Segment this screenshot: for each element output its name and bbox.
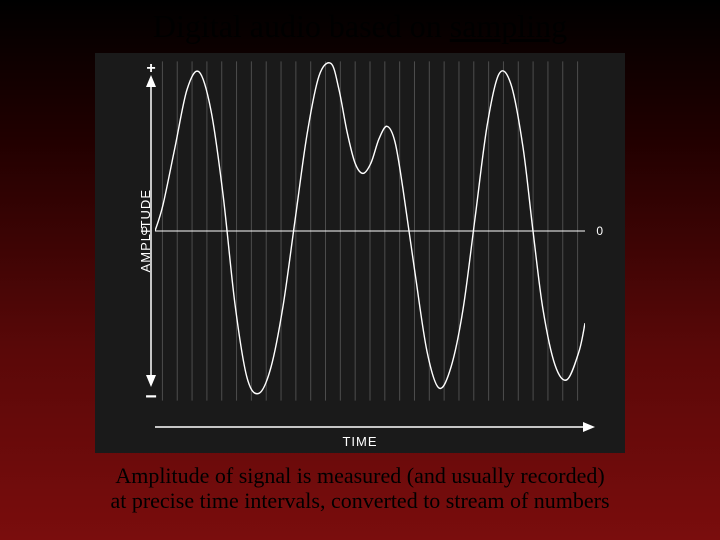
plot-svg [155, 53, 585, 409]
slide-caption: Amplitude of signal is measured (and usu… [0, 453, 720, 514]
slide-title: Digital audio based on sampling [0, 0, 720, 49]
title-underlined: sampling [450, 8, 567, 44]
title-prefix: Digital audio based on [153, 8, 450, 44]
zero-label-right: 0 [596, 224, 603, 238]
zero-label-left: 0 [141, 224, 148, 238]
caption-line-2: at precise time intervals, converted to … [110, 488, 609, 513]
caption-line-1: Amplitude of signal is measured (and usu… [115, 463, 604, 488]
sampling-chart: AMPLITUDE +− 0 0 TIME [95, 53, 625, 453]
x-axis-label: TIME [342, 434, 377, 449]
